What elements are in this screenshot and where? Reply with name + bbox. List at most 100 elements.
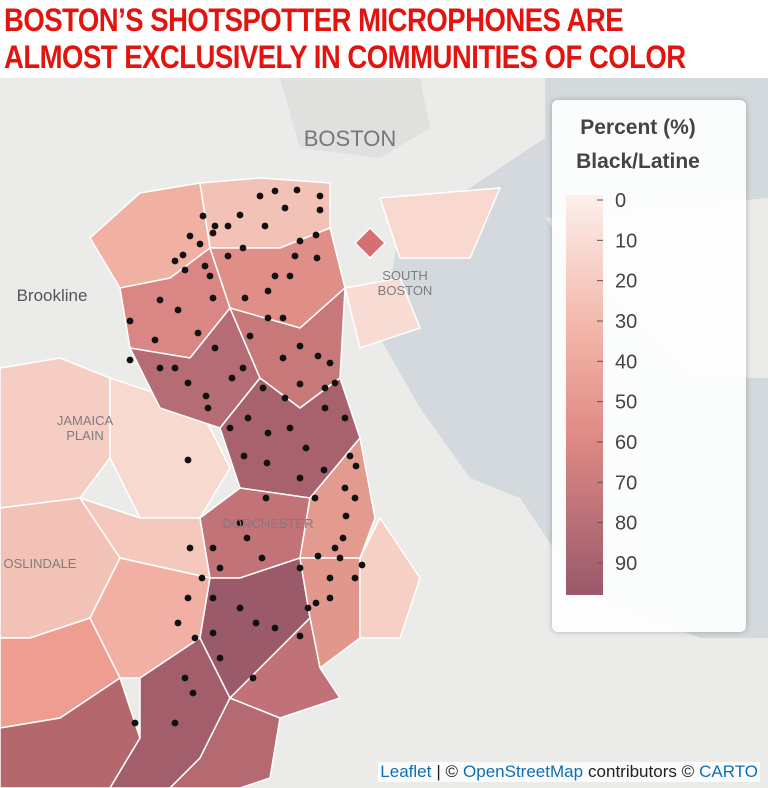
microphone	[296, 237, 304, 245]
microphone	[174, 619, 182, 627]
microphone	[341, 484, 349, 492]
legend-tick-label: 90	[615, 553, 637, 575]
microphone	[279, 314, 287, 322]
place-labels: BOSTON SOUTH BOSTON Brookline JAMAICA PL…	[4, 126, 433, 571]
microphone	[314, 352, 322, 360]
legend-tick-label: 10	[615, 230, 637, 252]
microphone	[171, 364, 179, 372]
microphone	[271, 272, 279, 280]
microphone	[286, 424, 294, 432]
microphone	[194, 329, 202, 337]
microphone	[181, 266, 189, 274]
microphone	[209, 294, 217, 302]
microphone	[209, 629, 217, 637]
legend-svg: Percent (%) Black/Latine 0 10 20 30 40 50 60 70…	[566, 116, 700, 595]
microphone	[320, 466, 328, 474]
microphone	[256, 192, 264, 200]
microphone	[281, 204, 289, 212]
microphone	[321, 404, 329, 412]
microphone	[302, 444, 310, 452]
legend-tick-label: 0	[615, 190, 626, 212]
legend-title: Black/Latine	[576, 150, 700, 173]
carto-link[interactable]: CARTO	[699, 762, 758, 781]
microphone	[296, 474, 304, 482]
microphone	[151, 336, 159, 344]
microphone	[316, 206, 324, 214]
microphone	[326, 594, 334, 602]
microphone	[179, 251, 187, 259]
land	[280, 78, 430, 158]
microphone	[296, 380, 304, 388]
microphone	[271, 187, 279, 195]
microphone	[311, 494, 319, 502]
place-label: BOSTON	[378, 283, 433, 298]
legend-title: Percent (%)	[580, 116, 696, 139]
microphone	[126, 356, 134, 364]
microphone	[331, 544, 339, 552]
microphone	[249, 674, 257, 682]
microphone	[321, 384, 329, 392]
microphone	[236, 519, 244, 527]
attribution: Leaflet | © OpenStreetMap contributors © CAR…	[378, 762, 760, 782]
microphone	[339, 534, 347, 542]
microphone	[171, 257, 179, 265]
microphone	[252, 619, 260, 627]
microphone	[296, 564, 304, 572]
place-label: OSLINDALE	[4, 556, 77, 571]
microphone	[313, 254, 321, 262]
microphone	[312, 231, 320, 239]
microphone	[209, 229, 217, 237]
microphone	[211, 344, 219, 352]
microphone	[236, 604, 244, 612]
microphone	[264, 287, 272, 295]
microphone	[264, 429, 272, 437]
microphone	[241, 294, 249, 302]
title: BOSTON’S SHOTSPOTTER MICROPHONES ARE ALM…	[4, 2, 686, 76]
legend-tick-label: 20	[615, 271, 637, 293]
microphone	[296, 342, 304, 350]
microphone	[156, 296, 164, 304]
microphone	[216, 654, 224, 662]
microphone	[258, 554, 266, 562]
microphone	[186, 232, 194, 240]
microphone	[342, 512, 350, 520]
microphone	[314, 552, 322, 560]
microphone	[244, 414, 252, 422]
microphone	[191, 634, 199, 642]
microphone	[189, 689, 197, 697]
microphone	[199, 212, 207, 220]
microphone	[281, 394, 289, 402]
legend-tick-label: 60	[615, 432, 637, 454]
microphone	[228, 374, 236, 382]
area	[344, 277, 421, 349]
microphone	[209, 544, 217, 552]
legend-tick-label: 40	[615, 351, 637, 373]
microphone	[126, 317, 134, 325]
microphone	[346, 452, 354, 460]
microphone	[184, 456, 192, 464]
place-label: BOSTON	[304, 126, 397, 151]
microphone	[279, 354, 287, 362]
microphone	[211, 222, 219, 230]
area	[353, 226, 387, 260]
osm-link[interactable]: OpenStreetMap	[463, 762, 584, 781]
microphone	[312, 599, 320, 607]
microphone	[184, 379, 192, 387]
title-line: BOSTON’S SHOTSPOTTER MICROPHONES ARE	[4, 2, 624, 38]
area	[228, 616, 342, 719]
microphone	[216, 564, 224, 572]
legend-tick-label: 70	[615, 472, 637, 494]
microphone	[236, 211, 244, 219]
microphone	[240, 452, 248, 460]
microphone	[198, 574, 206, 582]
leaflet-link[interactable]: Leaflet	[380, 762, 432, 781]
microphone	[181, 674, 189, 682]
microphone	[209, 594, 217, 602]
legend-tick-label: 30	[615, 311, 637, 333]
place-label: PLAIN	[66, 428, 104, 443]
microphone	[224, 222, 232, 230]
place-label: Brookline	[17, 286, 88, 305]
microphone	[264, 314, 272, 322]
microphone	[246, 332, 254, 340]
